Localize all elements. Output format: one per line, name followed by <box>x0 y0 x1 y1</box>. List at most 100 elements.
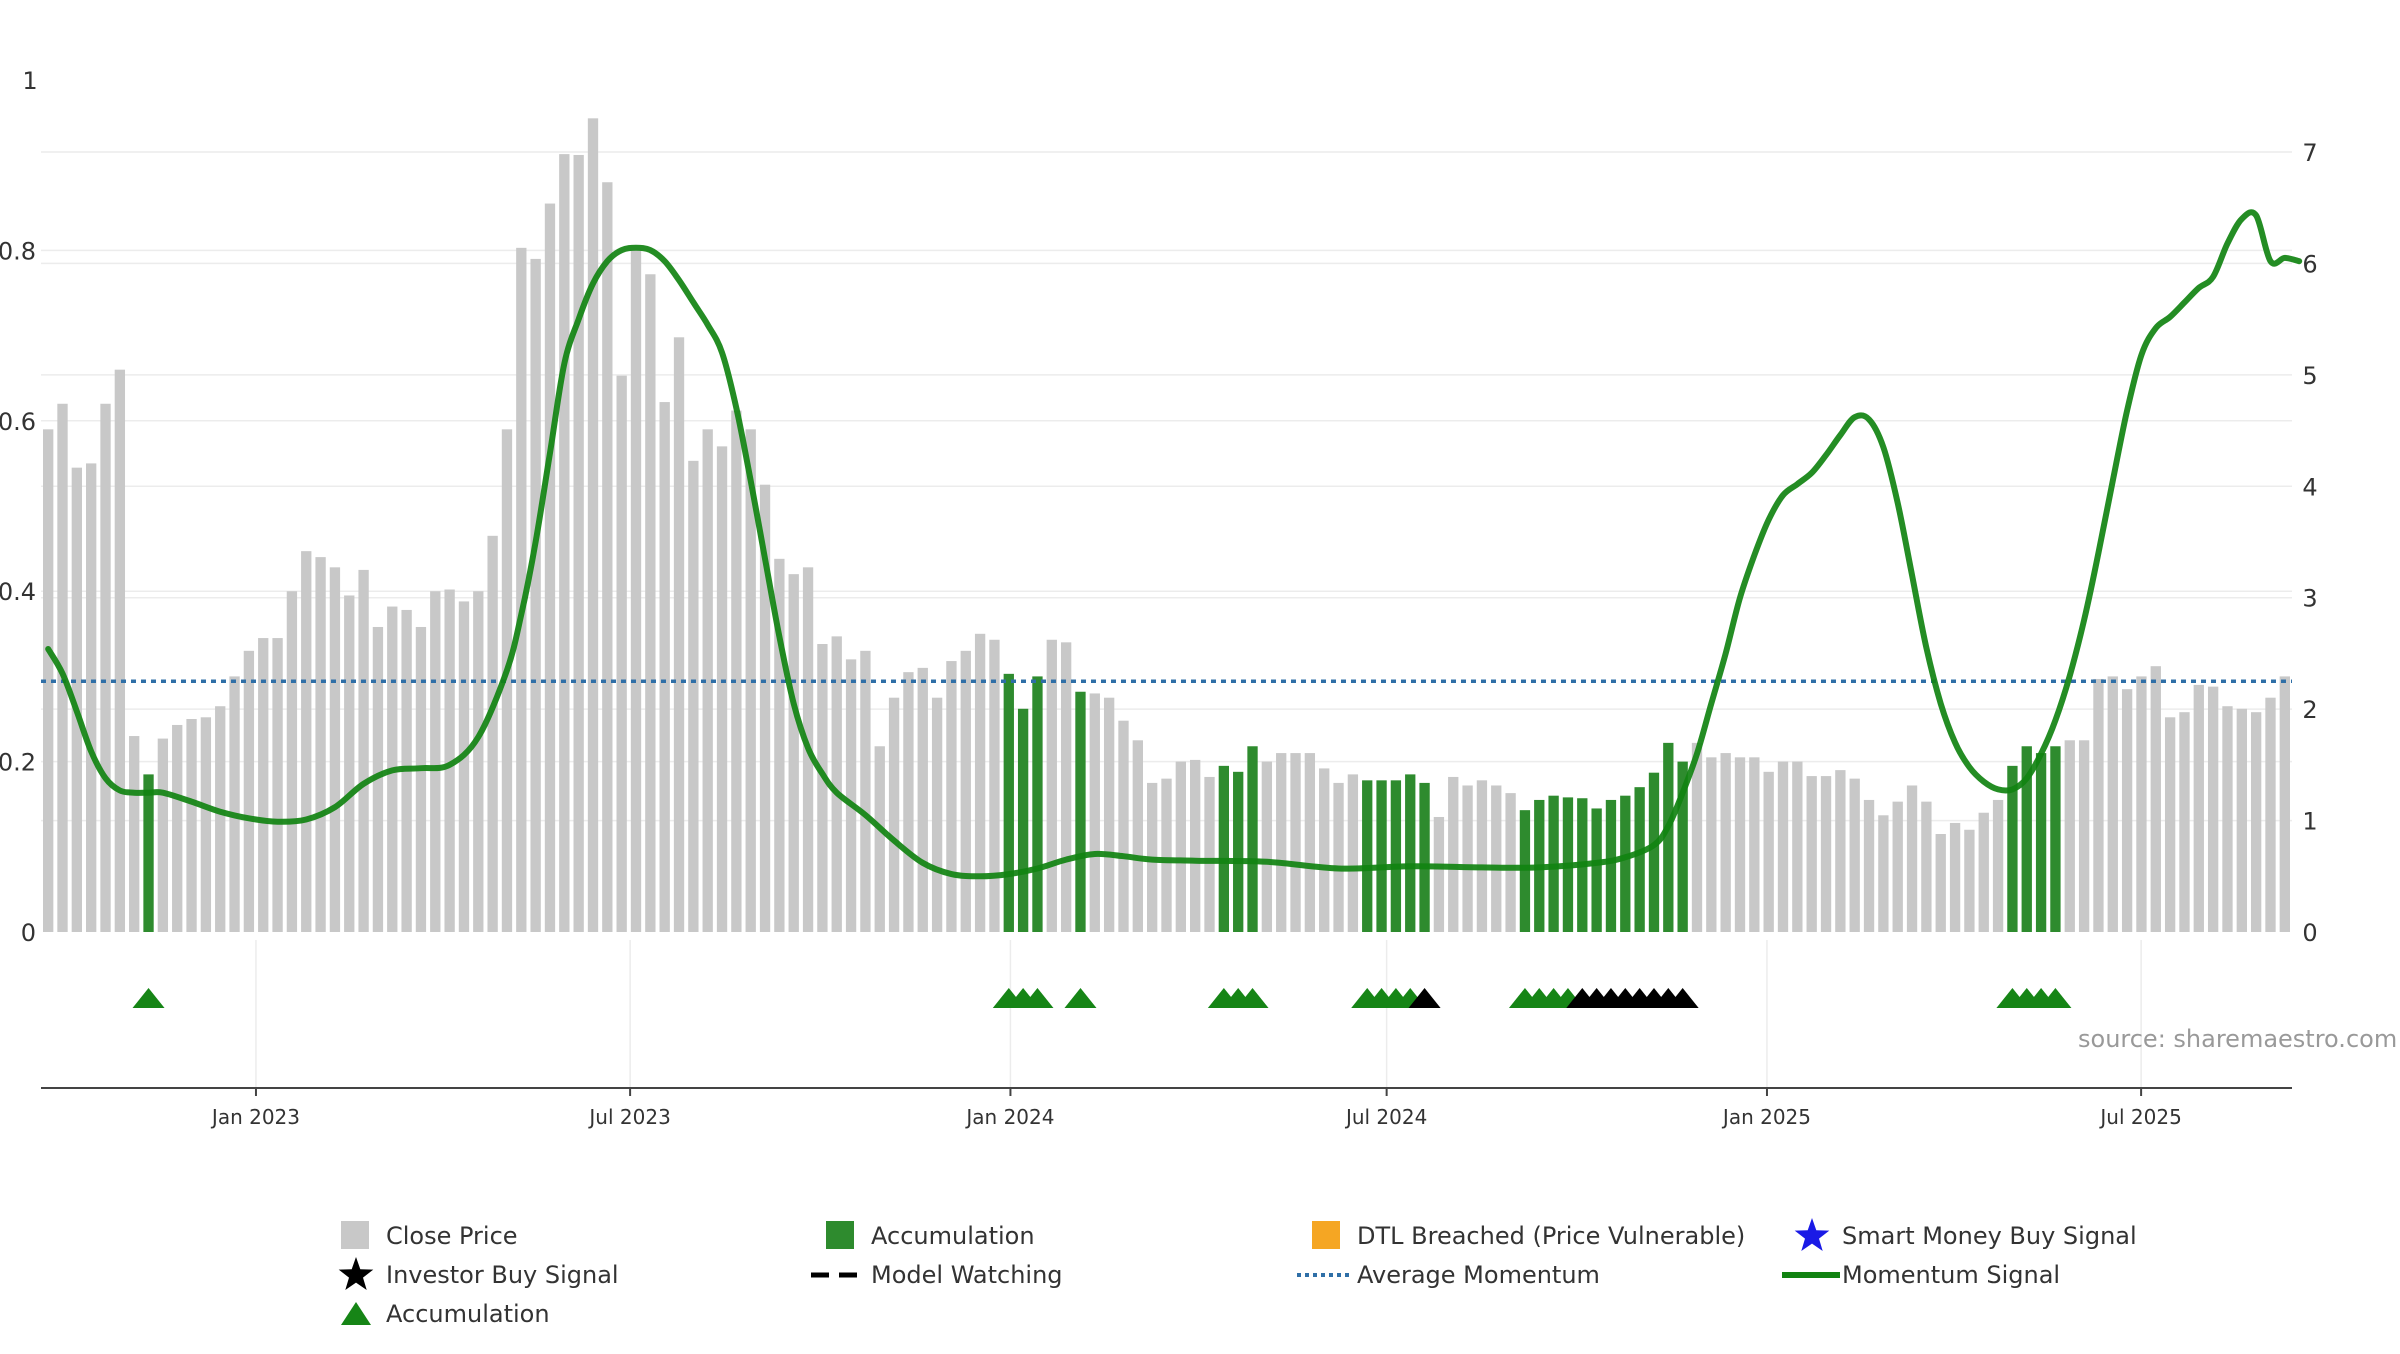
close-price-bar <box>1878 815 1889 932</box>
y-left-tick-label: 0 <box>21 919 36 947</box>
close-price-bar <box>530 258 541 932</box>
accumulation-marker <box>1064 988 1097 1008</box>
investor-buy-signal <box>1666 988 1699 1008</box>
close-price-bar <box>1777 761 1789 932</box>
x-tick-label: Jan 2025 <box>1721 1105 1811 1129</box>
close-price-bar <box>1992 799 2004 932</box>
accumulation-bar <box>1075 691 1086 932</box>
close-price-bar <box>1906 785 1918 932</box>
close-price-bar <box>616 375 627 932</box>
close-price-bar <box>1319 768 1330 932</box>
close-price-bar <box>960 650 971 932</box>
x-tick-label: Jul 2025 <box>2098 1105 2181 1129</box>
gridlines <box>41 151 2292 1088</box>
close-price-bar <box>1476 780 1488 932</box>
accumulation-marker <box>1021 988 1054 1008</box>
close-price-bar <box>1949 822 1961 932</box>
y-left-tick-label: 0.4 <box>0 578 36 606</box>
accumulation-bar <box>1605 799 1617 932</box>
close-price-bar <box>1921 801 1932 932</box>
close-price-bar <box>1935 834 1946 932</box>
close-price-bar <box>1175 761 1186 932</box>
close-price-bar <box>2121 689 2133 932</box>
accumulation-bar <box>1218 765 1230 932</box>
close-price-bar <box>1118 720 1129 932</box>
close-price-bar <box>501 429 513 932</box>
close-price-bar <box>1103 697 1115 932</box>
close-price-bar <box>587 118 599 933</box>
close-price-bar <box>2164 717 2176 932</box>
close-price-bar <box>1089 693 1100 932</box>
accumulation-bar <box>1519 810 1531 932</box>
close-price-bar <box>2150 666 2161 932</box>
y-right-tick-label: 3 <box>2302 585 2317 613</box>
close-price-bar <box>258 638 269 932</box>
y-left-tick-label: 0.2 <box>0 749 36 777</box>
close-price-bar <box>1304 753 1316 932</box>
investor-buy-signal <box>1408 988 1441 1008</box>
y-right-tick-label: 7 <box>2302 139 2317 167</box>
close-price-bar <box>2236 708 2247 932</box>
close-price-bar <box>1161 778 1172 932</box>
signal-markers <box>132 988 2072 1008</box>
y-left-tick-label: 0.8 <box>0 237 36 265</box>
close-price-bar <box>1433 816 1445 932</box>
close-price-bar <box>1060 642 1072 932</box>
close-price-bar <box>86 463 97 932</box>
x-tick-label: Jan 2024 <box>964 1105 1054 1129</box>
close-price-bar <box>516 247 527 933</box>
close-price-bar <box>2207 686 2219 932</box>
y-right-tick-label: 5 <box>2302 362 2317 390</box>
x-tick-label: Jul 2024 <box>1344 1105 1427 1129</box>
accumulation-bar <box>1003 673 1014 932</box>
close-price-bar <box>1448 776 1459 932</box>
close-price-bar <box>831 636 842 932</box>
close-price-bar <box>172 724 183 932</box>
close-price-bar <box>358 569 369 932</box>
y-right-tick-label: 6 <box>2302 250 2317 278</box>
close-price-bar <box>659 402 670 932</box>
close-price-bar <box>415 626 427 932</box>
close-price-bar <box>100 403 111 932</box>
close-price-bar <box>315 557 326 932</box>
y-right-tick-label: 1 <box>2302 808 2317 836</box>
accumulation-marker <box>132 988 165 1008</box>
accumulation-bar <box>2050 746 2061 932</box>
close-price-bars <box>43 118 2290 933</box>
close-price-bar <box>860 650 871 932</box>
close-price-bar <box>1863 799 1875 932</box>
close-price-bar <box>2064 740 2075 932</box>
close-price-bar <box>215 706 226 932</box>
close-price-bar <box>702 429 713 932</box>
y-left-tick-label: 0.6 <box>0 408 36 436</box>
close-price-bar <box>1706 757 1717 932</box>
close-price-bar <box>931 697 943 932</box>
y-left-top-label: 1 <box>22 67 37 95</box>
accumulation-bar <box>1362 780 1373 932</box>
accumulation-bar <box>1405 774 1416 932</box>
close-price-bar <box>1720 753 1731 932</box>
close-price-bar <box>544 203 556 933</box>
accumulation-bar <box>1233 771 1244 932</box>
close-price-bar <box>788 574 799 932</box>
close-price-bar <box>1046 639 1057 932</box>
close-price-bar <box>1333 782 1344 932</box>
close-price-bar <box>1261 761 1273 932</box>
accumulation-bar <box>1663 742 1674 932</box>
close-price-bar <box>458 601 470 932</box>
accumulation-marker <box>1236 988 1269 1008</box>
close-price-bar <box>444 589 455 932</box>
accumulation-bar <box>1390 780 1402 932</box>
close-price-bar <box>1462 785 1473 932</box>
close-price-bar <box>917 667 928 932</box>
close-price-bar <box>630 250 642 932</box>
accumulation-bar <box>1634 787 1645 932</box>
close-price-bar <box>487 535 498 932</box>
x-tick-label: Jan 2023 <box>210 1105 300 1129</box>
close-price-bar <box>286 591 298 932</box>
close-price-bar <box>114 369 126 932</box>
close-price-bar <box>1806 776 1817 932</box>
close-price-bar <box>602 182 613 933</box>
close-price-bar <box>1347 774 1359 932</box>
